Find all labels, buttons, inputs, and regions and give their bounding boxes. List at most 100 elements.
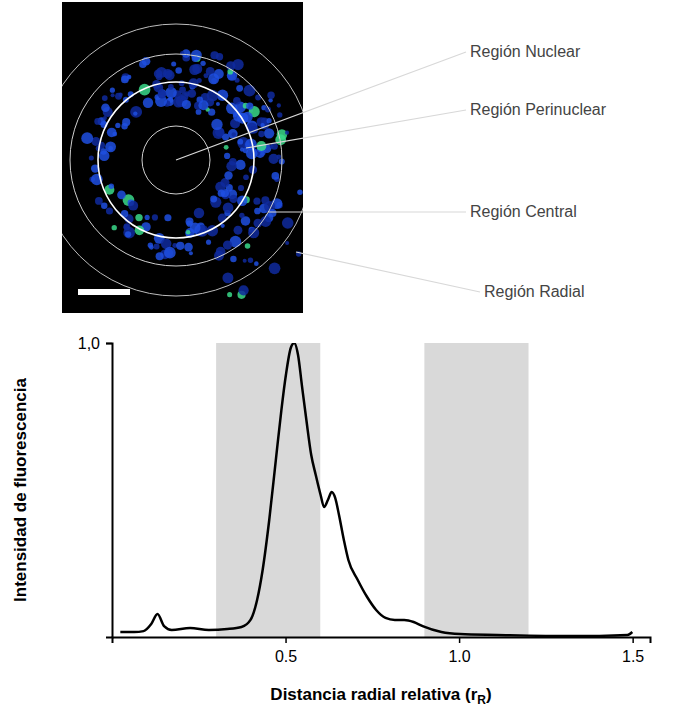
leader-line [246,110,466,148]
fluorescence-blob [204,73,209,78]
fluorescence-blob [128,201,138,211]
x-axis-title-end: ) [486,685,492,704]
fluorescence-blob [271,172,279,180]
x-axis-title-text: Distancia radial relativa (r [270,685,477,704]
fluorescence-blob [105,141,116,152]
fluorescence-blob [182,100,191,109]
fluorescence-blob [175,67,182,74]
fluorescence-blob [243,174,249,180]
fluorescence-blob [253,198,260,205]
fluorescence-blob [235,160,245,170]
fluorescence-blob [89,155,94,160]
fluorescence-blob [112,225,117,230]
fluorescence-blob [184,243,193,252]
fluorescence-blob [171,61,176,66]
leader-line [268,211,466,212]
fluorescence-blob [101,104,110,113]
fluorescence-blob [267,92,274,99]
x-tick: 0.5 [275,637,297,665]
fluorescence-blob [139,84,151,96]
fluorescence-blob [224,171,232,179]
fluorescence-blob [139,60,147,68]
y-tick-label: 1,0 [78,335,100,352]
fluorescence-blob [156,252,164,260]
fluorescence-blob [200,61,205,66]
fluorescence-blob [230,256,236,262]
fluorescence-blob [117,191,126,200]
fluorescence-blob [103,116,107,120]
x-tick: 1.0 [448,637,470,665]
region-label: Región Nuclear [470,43,581,60]
y-axis: 1,0 [78,335,113,638]
fluorescence-blob [233,97,241,105]
fluorescence-blob [233,112,238,117]
fluorescence-blob [206,240,211,245]
fluorescence-blob [164,247,176,259]
x-tick-mark [285,637,287,643]
leader-line [296,252,480,292]
fluorescence-blob [148,243,153,248]
fluorescence-blob [277,103,281,107]
fluorescence-blob [110,88,115,93]
fluorescence-blob [239,213,244,218]
fluorescence-blob [176,242,184,250]
chart: 0.51.01.51,0Distancia radial relativa (r… [11,335,651,707]
fluorescence-blob [243,85,255,97]
intensity-line [120,343,632,636]
fluorescence-blob [186,230,191,235]
x-axis-title: Distancia radial relativa (rR) [270,685,491,707]
leader-line [176,52,466,160]
fluorescence-blob [81,132,93,144]
fluorescence-blob [261,123,265,127]
fluorescence-blob [245,243,251,249]
x-axis-title-subscript: R [477,693,486,707]
fluorescence-blob [194,208,205,219]
fluorescence-blob [123,223,130,230]
fluorescence-blob [216,53,223,60]
fluorescence-blob [108,146,113,151]
plot-area [120,343,632,637]
fluorescence-blob [222,272,233,283]
fluorescence-blob [248,258,253,263]
fluorescence-blob [237,139,243,145]
x-tick-label: 0.5 [275,648,297,665]
shaded-region [424,343,528,637]
fluorescence-blob [226,161,236,171]
fluorescence-blob [127,75,131,79]
fluorescence-blob [224,153,230,159]
fluorescence-blob [99,150,110,161]
fluorescence-blob [227,292,232,297]
fluorescence-blob [152,214,158,220]
fluorescence-blob [133,111,137,115]
fluorescence-blob [264,128,274,138]
region-circle [62,24,303,296]
x-tick-mark [632,637,634,643]
fluorescence-blob [135,214,142,221]
fluorescence-blob [236,85,243,92]
fluorescence-blob [229,195,237,203]
figure: Región NuclearRegión PerinuclearRegión C… [0,0,681,717]
fluorescence-blob [190,222,201,233]
fluorescence-blob [94,118,101,125]
fluorescence-blob [115,123,120,128]
fluorescence-blob [106,207,113,214]
fluorescence-blob [179,87,186,94]
fluorescence-blob [115,93,122,100]
fluorescence-blob [223,202,234,213]
fluorescence-blob [164,214,171,221]
fluorescence-blob [95,197,103,205]
region-label: Región Central [470,203,577,220]
x-tick-label: 1.0 [448,648,470,665]
fluorescence-blob [124,224,130,230]
fluorescence-blob [181,93,189,101]
fluorescence-blob [168,84,174,90]
fluorescence-blob [234,226,243,235]
image-content [62,24,303,299]
fluorescence-blob [196,109,202,115]
x-axis: 0.51.01.5 [113,637,651,665]
fluorescence-blob [269,262,281,274]
fluorescence-blob [208,73,219,84]
fluorescence-blob [122,118,130,126]
x-tick-mark [459,637,461,643]
fluorescence-blob [254,208,261,215]
